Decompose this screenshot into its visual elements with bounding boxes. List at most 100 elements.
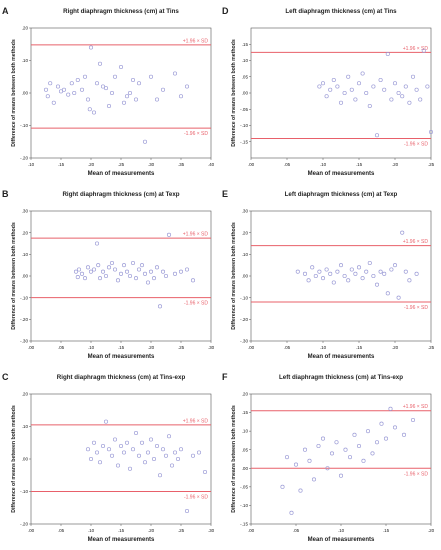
data-point — [331, 77, 336, 83]
data-point — [166, 434, 172, 439]
data-point — [133, 97, 139, 102]
x-tick-label: .20 — [428, 528, 435, 533]
data-point — [61, 87, 67, 92]
data-point — [154, 265, 160, 270]
data-point — [106, 103, 112, 109]
data-point — [382, 271, 387, 276]
data-point — [127, 90, 133, 96]
data-point — [196, 450, 202, 455]
data-point — [145, 450, 151, 455]
panel-letter: B — [2, 189, 9, 199]
data-point — [338, 263, 344, 268]
data-point — [317, 269, 322, 274]
data-point — [307, 458, 312, 463]
data-point — [383, 436, 389, 441]
data-point — [392, 81, 398, 86]
data-point — [139, 440, 145, 445]
data-point — [184, 84, 190, 89]
data-point — [91, 110, 97, 115]
y-tick-label: .30 — [22, 209, 29, 214]
data-point — [136, 267, 142, 272]
data-point — [87, 107, 92, 112]
data-point — [401, 432, 407, 437]
data-point — [317, 84, 322, 89]
data-point — [130, 260, 136, 266]
data-point — [388, 406, 393, 411]
data-point — [374, 133, 380, 138]
data-point — [367, 103, 372, 109]
lower-limit-label: -1.96 × SD — [184, 495, 208, 501]
y-tick-label: .00 — [22, 91, 29, 96]
y-tick-label: -.05 — [240, 484, 248, 489]
data-point — [389, 267, 394, 272]
x-tick-label: .15 — [383, 528, 390, 533]
y-tick-label: -.10 — [20, 123, 28, 128]
data-point — [320, 436, 326, 441]
data-point — [414, 271, 419, 276]
x-tick-label: .30 — [208, 528, 215, 533]
data-point — [400, 230, 405, 235]
chart-title: Right diaphragm thickness (cm) at Texp — [62, 191, 179, 198]
y-tick-label: .10 — [242, 252, 249, 257]
data-point — [202, 469, 208, 475]
data-point — [364, 269, 369, 274]
y-tick-label: .05 — [242, 74, 249, 79]
data-point — [118, 271, 124, 276]
data-point — [133, 276, 139, 281]
data-point — [151, 456, 157, 462]
data-point — [115, 463, 121, 468]
data-point — [428, 129, 434, 135]
data-point — [407, 100, 412, 105]
y-tick-label: .00 — [242, 91, 249, 96]
data-point — [328, 87, 333, 92]
data-point — [82, 74, 88, 79]
chart-svg: Right diaphragm thickness (cm) at Tins-e… — [11, 374, 215, 543]
panel-letter: A — [2, 6, 9, 16]
data-point — [124, 440, 130, 445]
data-point — [342, 273, 347, 279]
data-point — [48, 81, 53, 86]
data-point — [352, 432, 357, 437]
data-point — [112, 267, 118, 272]
data-point — [403, 269, 408, 274]
data-point — [356, 265, 362, 270]
chart-panel-d: D Left diaphragm thickness (cm) at Tins .1… — [220, 0, 440, 183]
x-tick-label: .20 — [392, 162, 399, 167]
x-tick-label: .15 — [118, 345, 125, 350]
data-point — [79, 87, 85, 92]
data-point — [280, 484, 285, 489]
data-point — [310, 265, 315, 270]
data-point — [346, 74, 351, 79]
data-point — [367, 260, 372, 266]
data-point — [364, 90, 369, 96]
chart-title: Right diaphragm thickness (cm) at Tins-e… — [57, 374, 186, 381]
x-tick-label: .25 — [178, 528, 185, 533]
y-tick-label: .00 — [22, 274, 29, 279]
chart-panel-a: A Right diaphragm thickness (cm) at Tins.… — [0, 0, 220, 183]
data-point — [190, 278, 196, 283]
y-tick-label: .00 — [22, 457, 29, 462]
x-tick-label: .30 — [208, 345, 215, 350]
data-point — [91, 267, 97, 272]
data-point — [160, 447, 166, 452]
data-point — [66, 92, 71, 97]
x-tick-label: .15 — [58, 162, 65, 167]
data-point — [106, 265, 112, 270]
panel-letter: D — [222, 6, 229, 16]
y-axis-label: Difference of means between both methods — [11, 405, 17, 513]
chart-title: Left diaphragm thickness (cm) at Texp — [285, 191, 398, 198]
data-point — [289, 510, 294, 515]
chart-title: Right diaphragm thickness (cm) at Tins — [63, 8, 179, 15]
data-point — [356, 443, 362, 449]
x-tick-label: .20 — [392, 345, 399, 350]
data-point — [407, 278, 412, 283]
data-point — [178, 447, 184, 452]
y-tick-label: .10 — [242, 58, 249, 63]
data-point — [172, 71, 178, 76]
y-tick-label: .20 — [22, 392, 29, 397]
data-point — [85, 265, 91, 270]
data-point — [410, 417, 416, 423]
data-point — [329, 451, 335, 456]
data-point — [392, 425, 398, 430]
x-tick-label: .20 — [148, 528, 155, 533]
